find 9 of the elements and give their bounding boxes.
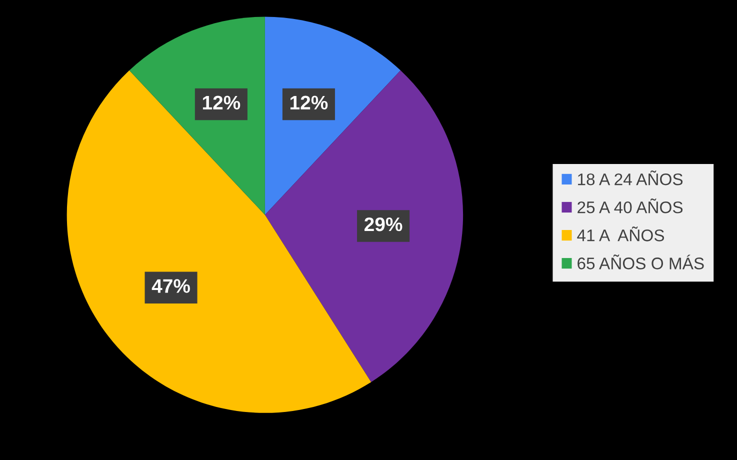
legend-label: 65 AÑOS O MÁS [578,254,704,270]
data-label: 12% [290,96,328,110]
legend-label: 25 A 40 AÑOS [578,198,683,214]
legend-label: 18 A 24 AÑOS [578,170,683,186]
data-label: 47% [152,279,190,293]
pie-slice [264,70,464,382]
data-label: 12% [202,96,240,110]
data-label: 29% [364,217,402,232]
legend-label: 41 A AÑOS [577,226,664,242]
